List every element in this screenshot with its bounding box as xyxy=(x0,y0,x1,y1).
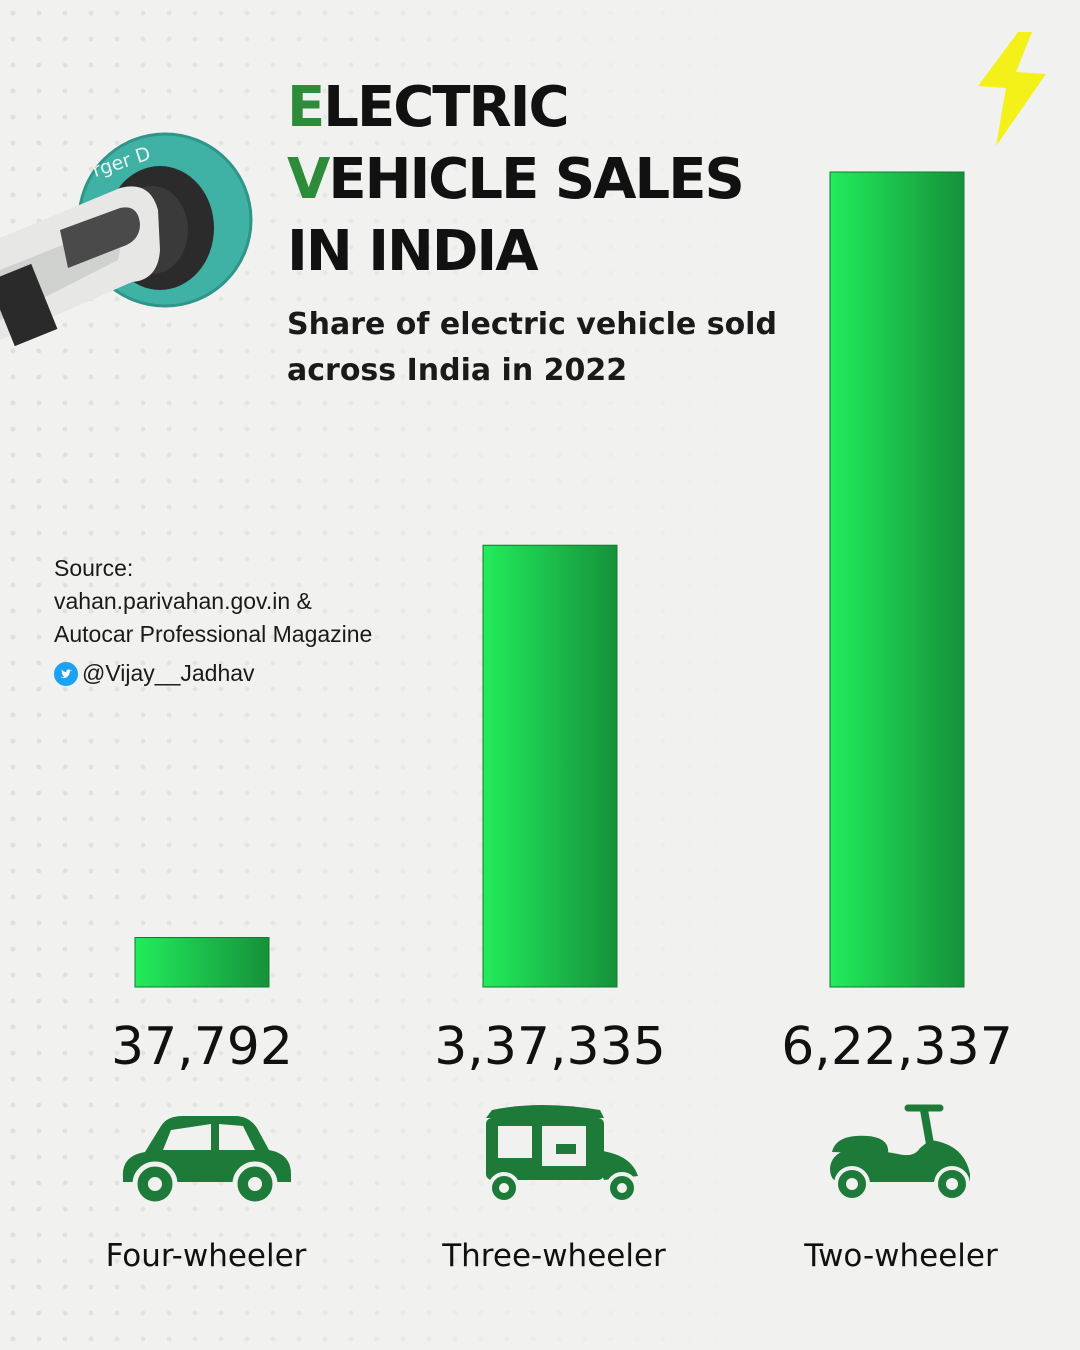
title-initial-v: V xyxy=(287,147,330,212)
category-label-two-wheeler: Two-wheeler xyxy=(803,1238,998,1274)
title-line-1: ELECTRIC xyxy=(287,72,743,144)
auto-rickshaw-icon xyxy=(486,1105,638,1204)
category-label-three-wheeler: Three-wheeler xyxy=(441,1238,666,1274)
twitter-handle-row[interactable]: @Vijay__Jadhav xyxy=(54,657,372,690)
title-line-2: VEHICLE SALES xyxy=(287,144,745,216)
car-icon xyxy=(122,1116,291,1206)
bar-two-wheeler xyxy=(829,171,965,988)
title-line-3: IN INDIA xyxy=(287,219,539,284)
value-label-two-wheeler: 6,22,337 xyxy=(781,1017,1013,1077)
value-label-three-wheeler: 3,37,335 xyxy=(434,1017,666,1077)
source-line-2: Autocar Professional Magazine xyxy=(54,621,373,647)
source-line-1: vahan.parivahan.gov.in & xyxy=(54,588,312,614)
scooter-icon xyxy=(830,1104,970,1202)
bar-four-wheeler xyxy=(134,937,270,988)
chart-title: ELECTRIC VEHICLE SALES IN INDIA xyxy=(287,72,745,288)
source-block: Source: vahan.parivahan.gov.in & Autocar… xyxy=(54,552,372,690)
value-labels-layer: 37,792 3,37,335 6,22,337 xyxy=(111,1017,1013,1077)
ev-charger-plug-image: rger D xyxy=(0,132,253,347)
bars-layer xyxy=(134,171,965,988)
title-line-1-rest: LECTRIC xyxy=(323,75,569,140)
bar-three-wheeler xyxy=(482,544,618,988)
category-label-four-wheeler: Four-wheeler xyxy=(106,1238,307,1274)
lightning-bolt-icon xyxy=(978,32,1046,146)
title-initial-e: E xyxy=(287,75,325,140)
source-label: Source: xyxy=(54,555,134,581)
twitter-handle: @Vijay__Jadhav xyxy=(82,660,255,686)
chart-subtitle: Share of electric vehicle sold across In… xyxy=(287,307,777,388)
title-line-2-rest: EHICLE SALES xyxy=(328,147,744,212)
value-label-four-wheeler: 37,792 xyxy=(111,1017,293,1077)
twitter-icon xyxy=(54,661,78,686)
category-labels-layer: Four-wheeler Three-wheeler Two-wheeler xyxy=(106,1238,998,1274)
